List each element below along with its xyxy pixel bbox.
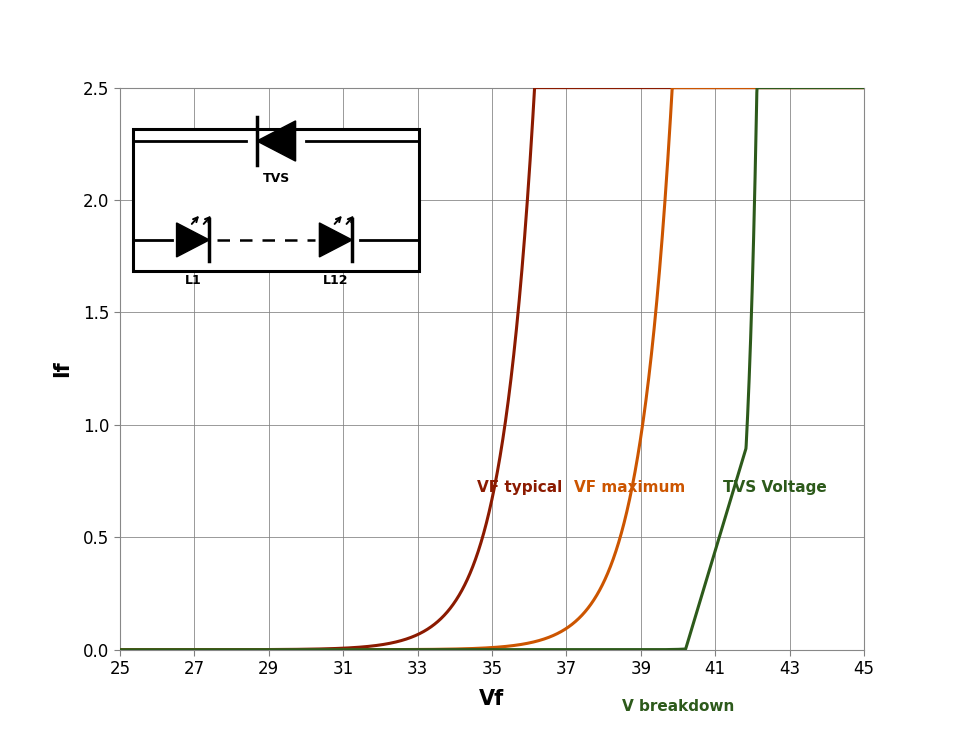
Y-axis label: If: If bbox=[52, 361, 72, 377]
Text: VF typical: VF typical bbox=[477, 480, 563, 496]
X-axis label: Vf: Vf bbox=[479, 689, 505, 710]
Text: V breakdown: V breakdown bbox=[622, 699, 734, 714]
Text: TVS Voltage: TVS Voltage bbox=[723, 480, 827, 496]
Text: VF maximum: VF maximum bbox=[574, 480, 685, 496]
